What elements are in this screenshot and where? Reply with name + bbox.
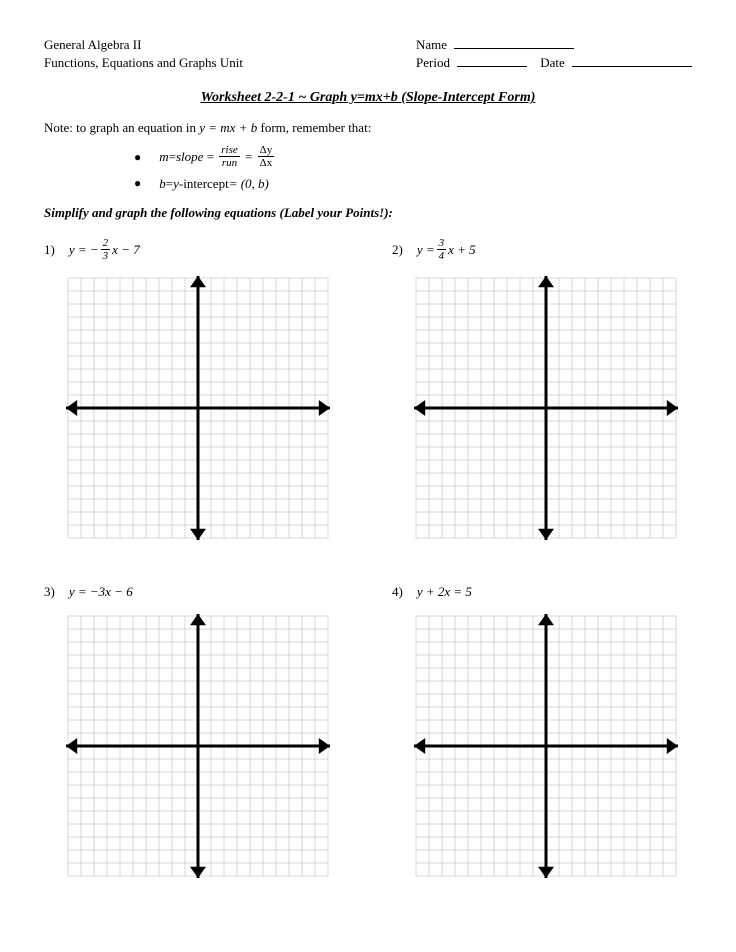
problem-row-2: 3) y = −3x − 6 4) y + 2x = 5 — [44, 584, 692, 886]
period-label: Period — [416, 55, 450, 70]
note-formula: y = mx + b — [199, 120, 257, 135]
eq-sign: = — [203, 149, 217, 165]
note-line: Note: to graph an equation in y = mx + b… — [44, 120, 692, 136]
bullet-list: ● m = slope = rise run = Δy Δx ● — [134, 144, 692, 191]
name-blank[interactable] — [454, 48, 574, 49]
note-suffix: form, remember that: — [260, 120, 371, 135]
problem-equation: y + 2x = 5 — [417, 584, 472, 600]
course-title: General Algebra II — [44, 36, 243, 54]
graph-grid-1 — [58, 268, 338, 548]
eq-sign: = — [242, 149, 256, 165]
problem-number: 2) — [392, 242, 403, 258]
unit-title: Functions, Equations and Graphs Unit — [44, 54, 243, 72]
eq-sign: = — [169, 149, 176, 165]
intercept-word: intercept — [183, 176, 228, 192]
problem-2: 2) y = 3 4 x + 5 — [392, 237, 692, 548]
period-blank[interactable] — [457, 66, 527, 67]
problem-equation: y = 3 4 x + 5 — [417, 237, 476, 262]
date-label: Date — [540, 55, 565, 70]
slope-word: slope — [176, 149, 203, 165]
delta-frac: Δy Δx — [258, 144, 275, 169]
graph-grid-3 — [58, 606, 338, 886]
problem-4: 4) y + 2x = 5 — [392, 584, 692, 886]
intercept-point: = (0, b) — [229, 176, 269, 192]
rise-run-frac: rise run — [219, 144, 240, 169]
graph-grid-4 — [406, 606, 686, 886]
note-prefix: Note: to graph an equation in — [44, 120, 199, 135]
graph-grid-2 — [406, 268, 686, 548]
problem-equation: y = −3x − 6 — [69, 584, 133, 600]
problem-number: 1) — [44, 242, 55, 258]
date-blank[interactable] — [572, 66, 692, 67]
name-label: Name — [416, 37, 447, 52]
m-var: m — [159, 149, 168, 165]
bullet-slope: ● m = slope = rise run = Δy Δx — [134, 144, 692, 169]
problem-number: 4) — [392, 584, 403, 600]
page-header: General Algebra II Functions, Equations … — [44, 36, 692, 72]
problem-equation: y = − 2 3 x − 7 — [69, 237, 140, 262]
worksheet-title: Worksheet 2-2-1 ~ Graph y=mx+b (Slope-In… — [44, 90, 692, 106]
problem-1: 1) y = − 2 3 x − 7 — [44, 237, 344, 548]
instruction: Simplify and graph the following equatio… — [44, 205, 692, 221]
problem-3: 3) y = −3x − 6 — [44, 584, 344, 886]
bullet-intercept: ● b = y-intercept = (0, b) — [134, 176, 692, 192]
y-prefix: y- — [173, 176, 183, 192]
problem-number: 3) — [44, 584, 55, 600]
eq-sign: = — [166, 176, 173, 192]
problem-row-1: 1) y = − 2 3 x − 7 2) y = 3 — [44, 237, 692, 548]
